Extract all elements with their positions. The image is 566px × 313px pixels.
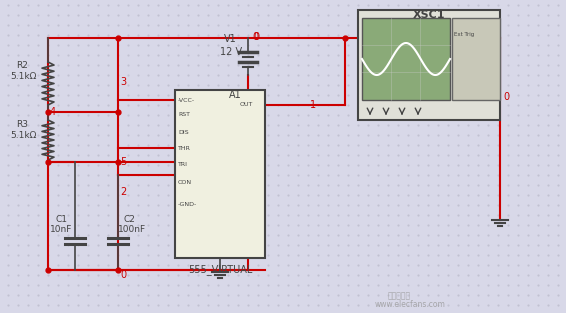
Text: A1: A1: [229, 90, 242, 100]
Text: THR: THR: [178, 146, 191, 151]
Text: 5: 5: [120, 157, 126, 167]
Text: Ext Trig: Ext Trig: [454, 32, 474, 37]
Text: 2: 2: [120, 187, 126, 197]
Text: -VCC-: -VCC-: [178, 98, 195, 102]
Text: 4: 4: [50, 107, 56, 117]
Text: 0: 0: [252, 32, 258, 42]
Bar: [358, 10, 500, 120]
Text: 555_VIRTUAL: 555_VIRTUAL: [188, 264, 252, 275]
Bar: [175, 90, 265, 258]
Text: 3: 3: [120, 77, 126, 87]
Text: 12 V: 12 V: [220, 47, 242, 57]
Text: -GND-: -GND-: [178, 203, 197, 208]
Bar: [362, 18, 450, 100]
Text: 100nF: 100nF: [118, 225, 146, 234]
Text: XSC1: XSC1: [413, 10, 445, 20]
Text: 0: 0: [503, 92, 509, 102]
Text: www.elecfans.com: www.elecfans.com: [375, 300, 446, 309]
Text: 1: 1: [310, 100, 316, 110]
Text: 电子发烧友: 电子发烧友: [388, 291, 411, 300]
Text: 0: 0: [253, 32, 259, 42]
Bar: [452, 18, 500, 100]
Text: 0: 0: [120, 270, 126, 280]
Text: 5.1kΩ: 5.1kΩ: [10, 131, 36, 140]
Text: OUT: OUT: [240, 102, 254, 107]
Text: TRI: TRI: [178, 162, 188, 167]
Text: 10nF: 10nF: [50, 225, 72, 234]
Text: CON: CON: [178, 179, 192, 184]
Text: DIS: DIS: [178, 130, 188, 135]
Text: RST: RST: [178, 112, 190, 117]
Text: C2: C2: [123, 215, 135, 224]
Text: R2: R2: [16, 61, 28, 70]
Text: 5.1kΩ: 5.1kΩ: [10, 72, 36, 81]
Text: V1: V1: [224, 34, 237, 44]
Text: C1: C1: [55, 215, 67, 224]
Text: R3: R3: [16, 120, 28, 129]
